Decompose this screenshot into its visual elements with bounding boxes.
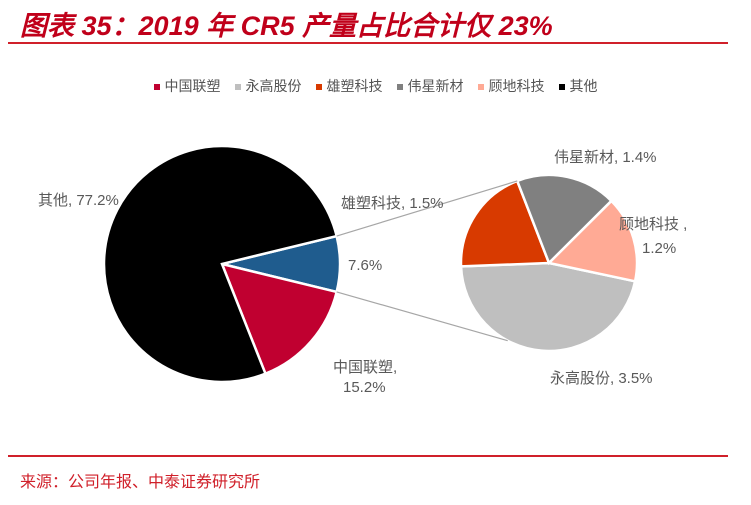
legend-swatch xyxy=(558,84,565,90)
legend-swatch xyxy=(315,84,322,90)
legend-item: 永高股份 xyxy=(234,76,302,96)
data-label-liansu: 中国联塑, xyxy=(333,359,397,376)
legend-label: 伟星新材 xyxy=(407,79,464,95)
figure-title: 图表 35：2019 年 CR5 产量占比合计仅 23% xyxy=(20,11,553,41)
legend-swatch xyxy=(477,84,484,90)
source-rule xyxy=(8,455,728,457)
data-label-gudi-value: 1.2% xyxy=(642,240,676,257)
legend-label: 永高股份 xyxy=(245,79,302,95)
legend-label: 顾地科技 xyxy=(488,79,545,95)
legend-swatch xyxy=(153,84,160,90)
legend-item: 雄塑科技 xyxy=(315,76,383,96)
main-slice xyxy=(219,262,339,376)
source-note: 来源：公司年报、中泰证券研究所 xyxy=(20,472,261,491)
secondary-slice xyxy=(515,173,614,266)
secondary-slice xyxy=(546,199,639,283)
title-rule xyxy=(8,42,728,44)
data-label-xiongsu: 雄塑科技, 1.5% xyxy=(341,195,444,212)
data-label-yonggao: 永高股份, 3.5% xyxy=(550,370,653,387)
legend-label: 中国联塑 xyxy=(164,79,221,95)
legend-label: 其他 xyxy=(569,79,598,95)
secondary-slice xyxy=(459,179,551,268)
data-label-cr5-total: 7.6% xyxy=(348,257,382,274)
legend-label: 雄塑科技 xyxy=(326,79,383,95)
legend-item: 其他 xyxy=(558,76,598,96)
main-slice xyxy=(102,144,339,384)
connector-line-top xyxy=(336,180,518,237)
data-label-liansu-value: 15.2% xyxy=(343,379,386,396)
data-label-other: 其他, 77.2% xyxy=(38,192,119,209)
secondary-slice xyxy=(459,261,637,353)
legend-item: 顾地科技 xyxy=(477,76,545,96)
data-label-gudi: 顾地科技 , xyxy=(619,216,687,233)
connector-line-bottom xyxy=(336,291,508,342)
legend-item: 伟星新材 xyxy=(396,76,464,96)
legend-item: 中国联塑 xyxy=(153,76,221,96)
data-label-weixing: 伟星新材, 1.4% xyxy=(554,149,657,166)
legend-swatch xyxy=(396,84,403,90)
legend: 中国联塑 永高股份 雄塑科技 伟星新材 顾地科技 其他 xyxy=(0,76,751,96)
legend-swatch xyxy=(234,84,241,90)
